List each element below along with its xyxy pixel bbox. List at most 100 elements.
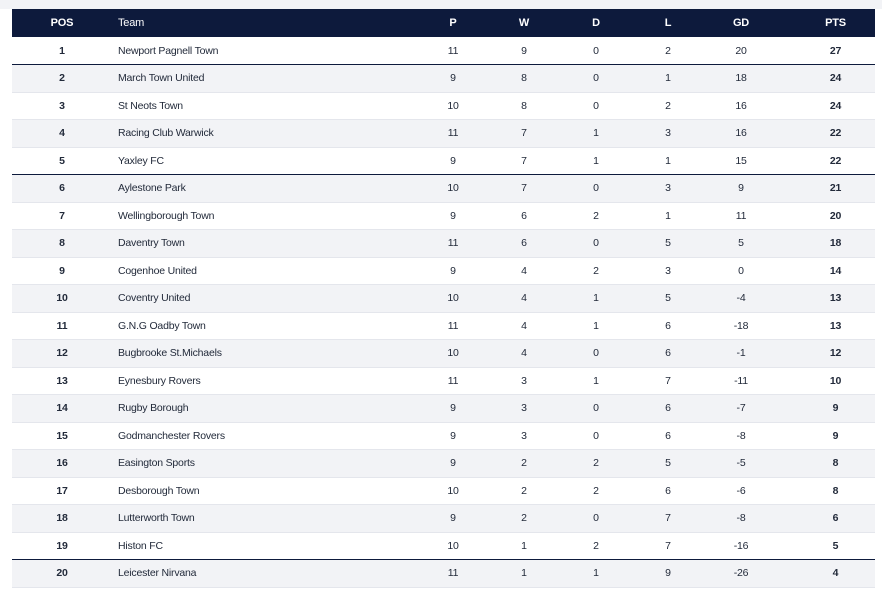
- cell-goal-difference: -8: [686, 504, 796, 533]
- cell-drawn: 0: [542, 92, 650, 120]
- cell-won: 9: [506, 37, 542, 65]
- cell-team[interactable]: St Neots Town: [112, 92, 400, 120]
- cell-points: 22: [796, 147, 875, 175]
- table-row: 7 Wellingborough Town 9 6 2 1 11 20: [12, 202, 875, 230]
- cell-points: 13: [796, 284, 875, 313]
- header-won[interactable]: W: [518, 17, 530, 29]
- cell-team[interactable]: Leicester Nirvana: [112, 559, 400, 588]
- cell-pos: 16: [12, 449, 112, 478]
- cell-team[interactable]: Histon FC: [112, 532, 400, 560]
- header-points[interactable]: PTS: [825, 17, 846, 29]
- cell-team[interactable]: Yaxley FC: [112, 147, 400, 175]
- page-top-strip: [0, 0, 882, 9]
- header-lost[interactable]: L: [664, 17, 672, 29]
- cell-won: 2: [506, 477, 542, 505]
- header-goal-difference[interactable]: GD: [732, 17, 750, 29]
- cell-drawn: 0: [542, 64, 650, 93]
- cell-goal-difference: 11: [686, 202, 796, 230]
- cell-pos: 12: [12, 339, 112, 368]
- cell-pos: 1: [12, 37, 112, 65]
- table-row: 19 Histon FC 10 1 2 7 -16 5: [12, 532, 875, 560]
- cell-played: 11: [400, 312, 506, 340]
- cell-goal-difference: 20: [686, 37, 796, 65]
- table-row: 12 Bugbrooke St.Michaels 10 4 0 6 -1 12: [12, 339, 875, 368]
- cell-lost: 5: [650, 229, 686, 258]
- cell-points: 4: [796, 559, 875, 588]
- cell-won: 4: [506, 257, 542, 285]
- cell-won: 8: [506, 92, 542, 120]
- table-row: 16 Easington Sports 9 2 2 5 -5 8: [12, 449, 875, 478]
- cell-points: 9: [796, 394, 875, 423]
- cell-points: 18: [796, 229, 875, 258]
- cell-team[interactable]: Coventry United: [112, 284, 400, 313]
- table-row: 6 Aylestone Park 10 7 0 3 9 21: [12, 174, 875, 203]
- cell-team[interactable]: Wellingborough Town: [112, 202, 400, 230]
- cell-team[interactable]: G.N.G Oadby Town: [112, 312, 400, 340]
- table-body: 1 Newport Pagnell Town 11 9 0 2 20 27 2 March Tow…: [12, 37, 875, 588]
- cell-pos: 18: [12, 504, 112, 533]
- cell-points: 21: [796, 174, 875, 203]
- cell-drawn: 1: [542, 284, 650, 313]
- cell-points: 6: [796, 504, 875, 533]
- cell-goal-difference: 15: [686, 147, 796, 175]
- cell-team[interactable]: Eynesbury Rovers: [112, 367, 400, 395]
- cell-points: 24: [796, 64, 875, 93]
- cell-played: 11: [400, 559, 506, 588]
- cell-goal-difference: -7: [686, 394, 796, 423]
- cell-team[interactable]: Bugbrooke St.Michaels: [112, 339, 400, 368]
- cell-team[interactable]: Rugby Borough: [112, 394, 400, 423]
- cell-team[interactable]: March Town United: [112, 64, 400, 93]
- cell-played: 9: [400, 257, 506, 285]
- cell-lost: 1: [650, 202, 686, 230]
- cell-pos: 9: [12, 257, 112, 285]
- cell-played: 11: [400, 229, 506, 258]
- cell-lost: 3: [650, 174, 686, 203]
- header-drawn[interactable]: D: [592, 17, 600, 29]
- table-row: 2 March Town United 9 8 0 1 18 24: [12, 64, 875, 93]
- cell-lost: 2: [650, 37, 686, 65]
- cell-points: 5: [796, 532, 875, 560]
- cell-drawn: 1: [542, 559, 650, 588]
- cell-lost: 9: [650, 559, 686, 588]
- cell-drawn: 0: [542, 339, 650, 368]
- cell-goal-difference: -6: [686, 477, 796, 505]
- table-row: 1 Newport Pagnell Town 11 9 0 2 20 27: [12, 37, 875, 65]
- cell-played: 11: [400, 37, 506, 65]
- cell-pos: 20: [12, 559, 112, 588]
- cell-team[interactable]: Aylestone Park: [112, 174, 400, 203]
- cell-drawn: 1: [542, 119, 650, 148]
- cell-team[interactable]: Lutterworth Town: [112, 504, 400, 533]
- cell-team[interactable]: Racing Club Warwick: [112, 119, 400, 148]
- cell-lost: 6: [650, 394, 686, 423]
- cell-won: 4: [506, 339, 542, 368]
- cell-won: 4: [506, 312, 542, 340]
- cell-team[interactable]: Godmanchester Rovers: [112, 422, 400, 450]
- cell-goal-difference: -4: [686, 284, 796, 313]
- header-pos[interactable]: POS: [50, 17, 74, 29]
- cell-team[interactable]: Newport Pagnell Town: [112, 37, 400, 65]
- cell-pos: 6: [12, 174, 112, 203]
- cell-goal-difference: 16: [686, 92, 796, 120]
- cell-team[interactable]: Cogenhoe United: [112, 257, 400, 285]
- cell-played: 9: [400, 449, 506, 478]
- header-played[interactable]: P: [449, 17, 457, 29]
- cell-team[interactable]: Easington Sports: [112, 449, 400, 478]
- cell-won: 7: [506, 174, 542, 203]
- table-row: 17 Desborough Town 10 2 2 6 -6 8: [12, 477, 875, 505]
- cell-pos: 3: [12, 92, 112, 120]
- cell-played: 11: [400, 119, 506, 148]
- cell-lost: 6: [650, 339, 686, 368]
- table-row: 15 Godmanchester Rovers 9 3 0 6 -8 9: [12, 422, 875, 450]
- cell-goal-difference: -11: [686, 367, 796, 395]
- cell-won: 1: [506, 559, 542, 588]
- cell-points: 13: [796, 312, 875, 340]
- cell-drawn: 2: [542, 532, 650, 560]
- cell-played: 10: [400, 284, 506, 313]
- cell-team[interactable]: Daventry Town: [112, 229, 400, 258]
- cell-points: 10: [796, 367, 875, 395]
- cell-won: 3: [506, 422, 542, 450]
- cell-lost: 6: [650, 312, 686, 340]
- cell-team[interactable]: Desborough Town: [112, 477, 400, 505]
- header-team[interactable]: Team: [118, 17, 145, 29]
- cell-won: 7: [506, 119, 542, 148]
